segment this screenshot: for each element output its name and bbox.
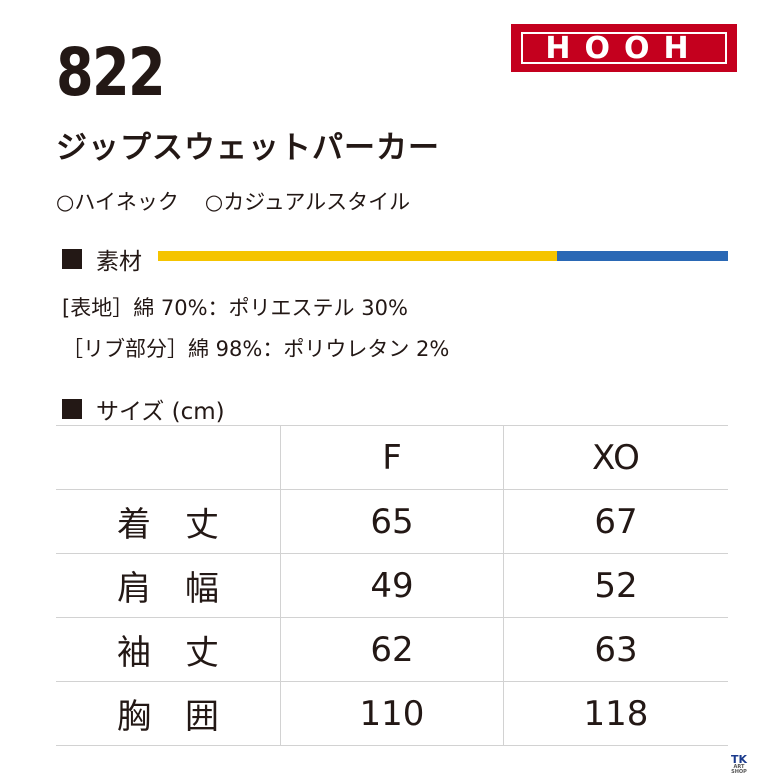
shop-logo-subtext: ART SHOP	[731, 764, 747, 775]
table-row: 肩幅 49 52	[56, 553, 728, 618]
model-number: 822	[56, 34, 166, 111]
size-heading-label: サイズ (cm)	[96, 399, 225, 425]
row-label: 着丈	[56, 489, 281, 554]
product-name: ジップスウェットパーカー	[56, 130, 440, 166]
material-heading-label: 素材	[96, 249, 142, 275]
table-row: 袖丈 62 63	[56, 617, 728, 682]
row-value-xo: 52	[503, 553, 728, 618]
feature-list: ○ハイネック ○カジュアルスタイル	[56, 186, 410, 216]
row-value-f: 65	[280, 489, 504, 554]
size-heading: サイズ (cm)	[62, 392, 225, 426]
row-value-f: 49	[280, 553, 504, 618]
brand-logo: HOOH	[511, 24, 737, 72]
square-bullet-icon	[62, 249, 82, 269]
shop-logo: TK ART SHOP	[726, 754, 752, 775]
row-value-xo: 63	[503, 617, 728, 682]
material-heading: 素材	[62, 242, 142, 276]
feature-item: ○カジュアルスタイル	[204, 190, 411, 214]
table-row: 着丈 65 67	[56, 489, 728, 554]
row-label: 胸囲	[56, 681, 281, 746]
shop-logo-text: TK	[730, 753, 748, 766]
row-value-xo: 118	[503, 681, 728, 746]
feature-item: ○ハイネック	[56, 190, 179, 214]
material-bar-secondary	[557, 251, 728, 261]
material-line-shell: [表地］綿 70%：ポリエステル 30%	[62, 296, 408, 320]
brand-logo-frame	[521, 32, 727, 64]
brand-logo-text: HOOH	[545, 30, 703, 66]
square-bullet-icon	[62, 399, 82, 419]
material-line-rib: ［リブ部分］綿 98%：ポリウレタン 2%	[62, 337, 450, 361]
row-value-xo: 67	[503, 489, 728, 554]
header-cell-f: F	[280, 425, 504, 490]
table-row: 胸囲 110 118	[56, 681, 728, 746]
row-label: 肩幅	[56, 553, 281, 618]
size-table-header-row: F XO	[56, 425, 728, 490]
header-cell-xo: XO	[503, 425, 728, 490]
row-label: 袖丈	[56, 617, 281, 682]
row-value-f: 110	[280, 681, 504, 746]
size-table: F XO 着丈 65 67 肩幅 49 52 袖丈 62 63 胸囲 110 1…	[56, 425, 728, 746]
header-cell-blank	[56, 425, 281, 490]
row-value-f: 62	[280, 617, 504, 682]
material-bar-primary	[158, 251, 557, 261]
